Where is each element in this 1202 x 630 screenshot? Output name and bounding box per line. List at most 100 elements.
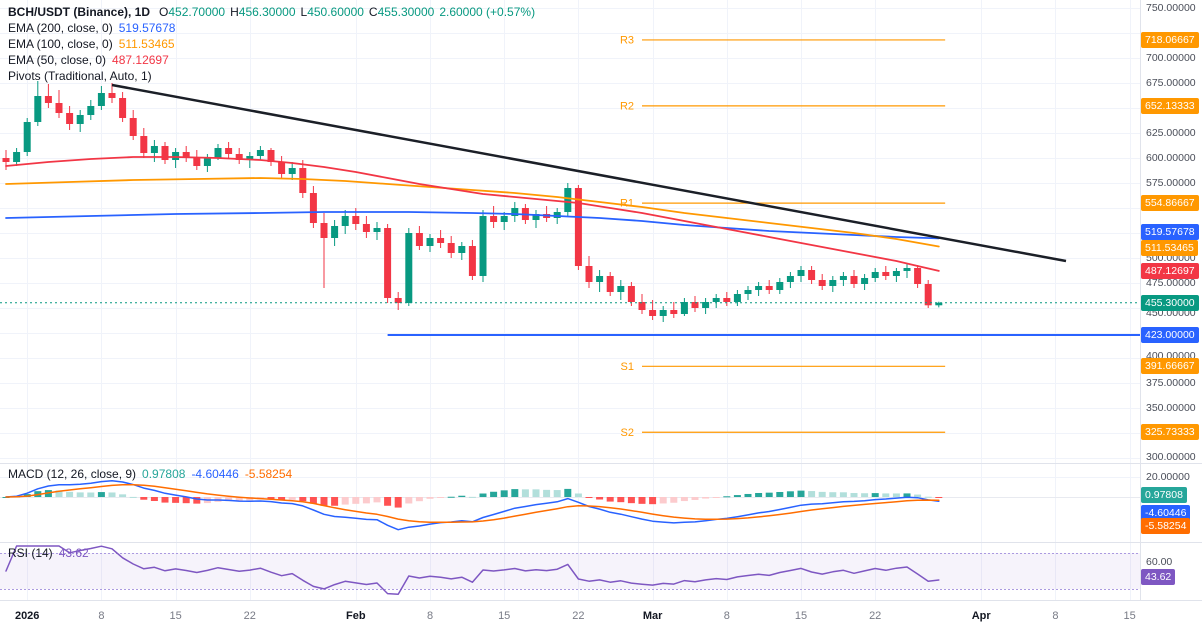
candle-body: [797, 270, 805, 276]
candle-body: [320, 223, 328, 238]
ohlc-number: 456.30000: [238, 5, 296, 19]
candle-body: [13, 152, 21, 162]
candle-body: [765, 286, 773, 290]
macd-histogram-bar: [797, 490, 805, 497]
macd-histogram-bar: [903, 493, 911, 497]
pivot-label-R3: R3: [620, 34, 634, 46]
candle-body: [119, 98, 127, 118]
candle-body: [66, 113, 74, 124]
symbol-row[interactable]: BCH/USDT (Binance), 1D O452.70000 H456.300…: [8, 4, 535, 20]
macd-histogram-bar: [596, 497, 604, 500]
candle-body: [415, 233, 423, 246]
candle-body: [309, 193, 317, 223]
rsi-current-value: 43.62: [58, 546, 89, 560]
macd-histogram-bar: [574, 493, 582, 497]
macd-histogram-bar: [384, 497, 392, 506]
macd-histogram-bar: [500, 490, 508, 497]
macd-histogram-bar: [490, 491, 498, 497]
candle-body: [161, 146, 169, 160]
candle-body: [924, 284, 932, 306]
macd-histogram-bar: [140, 497, 148, 500]
macd-histogram-bar: [606, 497, 614, 502]
indicator-name: EMA (200, close, 0): [8, 21, 113, 35]
rsi-legend-row[interactable]: RSI (14) 43.62: [8, 545, 89, 561]
ohlc-number: 455.30000: [377, 5, 435, 19]
indicator-legend-row[interactable]: EMA (200, close, 0) 519.57678: [8, 20, 535, 36]
ohlc-number: 450.60000: [307, 5, 364, 19]
candle-body: [182, 152, 190, 158]
pivot-label-S1: S1: [621, 361, 634, 373]
macd-histogram-bar: [129, 496, 137, 498]
macd-histogram-bar: [829, 492, 837, 497]
indicator-legend-row[interactable]: EMA (50, close, 0) 487.12697: [8, 52, 535, 68]
candle-body: [659, 310, 667, 316]
candle-body: [150, 146, 158, 153]
indicator-legend-rows: EMA (200, close, 0) 519.57678 EMA (100, cl…: [8, 20, 535, 84]
ema-50-line: [5, 156, 940, 272]
candle-body: [426, 238, 434, 246]
macd-histogram-bar: [352, 497, 360, 504]
macd-title: MACD (12, 26, close, 9): [8, 467, 137, 481]
candle-body: [712, 298, 720, 302]
indicator-value: 519.57678: [118, 21, 176, 35]
candle-body: [458, 246, 466, 253]
candle-body: [55, 103, 63, 113]
change-value: 2.60000 (+0.57%): [439, 5, 536, 19]
macd-histogram-bar: [225, 497, 233, 502]
macd-legend-row[interactable]: MACD (12, 26, close, 9) 0.97808 -4.60446 -5…: [8, 466, 292, 482]
candle-body: [564, 188, 572, 212]
macd-histogram-bar: [119, 494, 127, 497]
candle-body: [373, 228, 381, 232]
macd-histogram-bar: [924, 496, 932, 498]
macd-histogram-bar: [426, 497, 434, 499]
macd-histogram-bar: [543, 489, 551, 497]
candle-body: [808, 270, 816, 280]
macd-histogram-bar: [702, 497, 710, 499]
indicator-name: Pivots (Traditional, Auto, 1): [8, 69, 152, 83]
candle-body: [585, 266, 593, 282]
macd-histogram-bar: [394, 497, 402, 508]
candle-body: [935, 302, 943, 306]
candle-body: [892, 271, 900, 276]
macd-histogram-bar: [97, 492, 105, 497]
macd-value: -5.58254: [244, 467, 293, 481]
candle-body: [235, 154, 243, 160]
candle-body: [649, 310, 657, 316]
macd-histogram-bar: [278, 497, 286, 501]
macd-histogram-bar: [87, 492, 95, 497]
macd-histogram-bar: [680, 497, 688, 502]
macd-value: 0.97808: [142, 467, 186, 481]
indicator-legend-row[interactable]: EMA (100, close, 0) 511.53465: [8, 36, 535, 52]
macd-signal-line: [5, 483, 940, 524]
pivot-label-R2: R2: [620, 100, 634, 112]
candle-body: [34, 96, 42, 122]
candle-body: [606, 276, 614, 292]
candle-body: [108, 93, 116, 98]
candle-body: [214, 148, 222, 158]
indicator-legend-row[interactable]: Pivots (Traditional, Auto, 1): [8, 68, 535, 84]
macd-histogram-bar: [161, 497, 169, 503]
indicator-value: 511.53465: [118, 37, 175, 51]
candle-body: [680, 302, 688, 314]
symbol-title: BCH/USDT (Binance), 1D: [8, 5, 151, 19]
macd-histogram-bar: [288, 497, 296, 500]
pane-separators: [0, 0, 1202, 601]
macd-histogram-bar: [267, 497, 275, 500]
macd-histogram-bar: [341, 497, 349, 505]
candle-body: [500, 216, 508, 222]
macd-histogram-bar: [299, 497, 307, 502]
ohlc-letter: L: [300, 5, 308, 19]
candle-body: [744, 290, 752, 294]
macd-histogram-bar: [839, 492, 847, 497]
descending-trendline[interactable]: [111, 83, 1067, 263]
macd-histogram-bar: [532, 489, 540, 497]
candle-body: [882, 272, 890, 276]
candle-body: [2, 158, 10, 162]
candle-body: [225, 148, 233, 154]
candle-body: [76, 115, 84, 124]
candle-body: [140, 136, 148, 153]
candle-body: [44, 96, 52, 103]
candle-body: [352, 216, 360, 224]
